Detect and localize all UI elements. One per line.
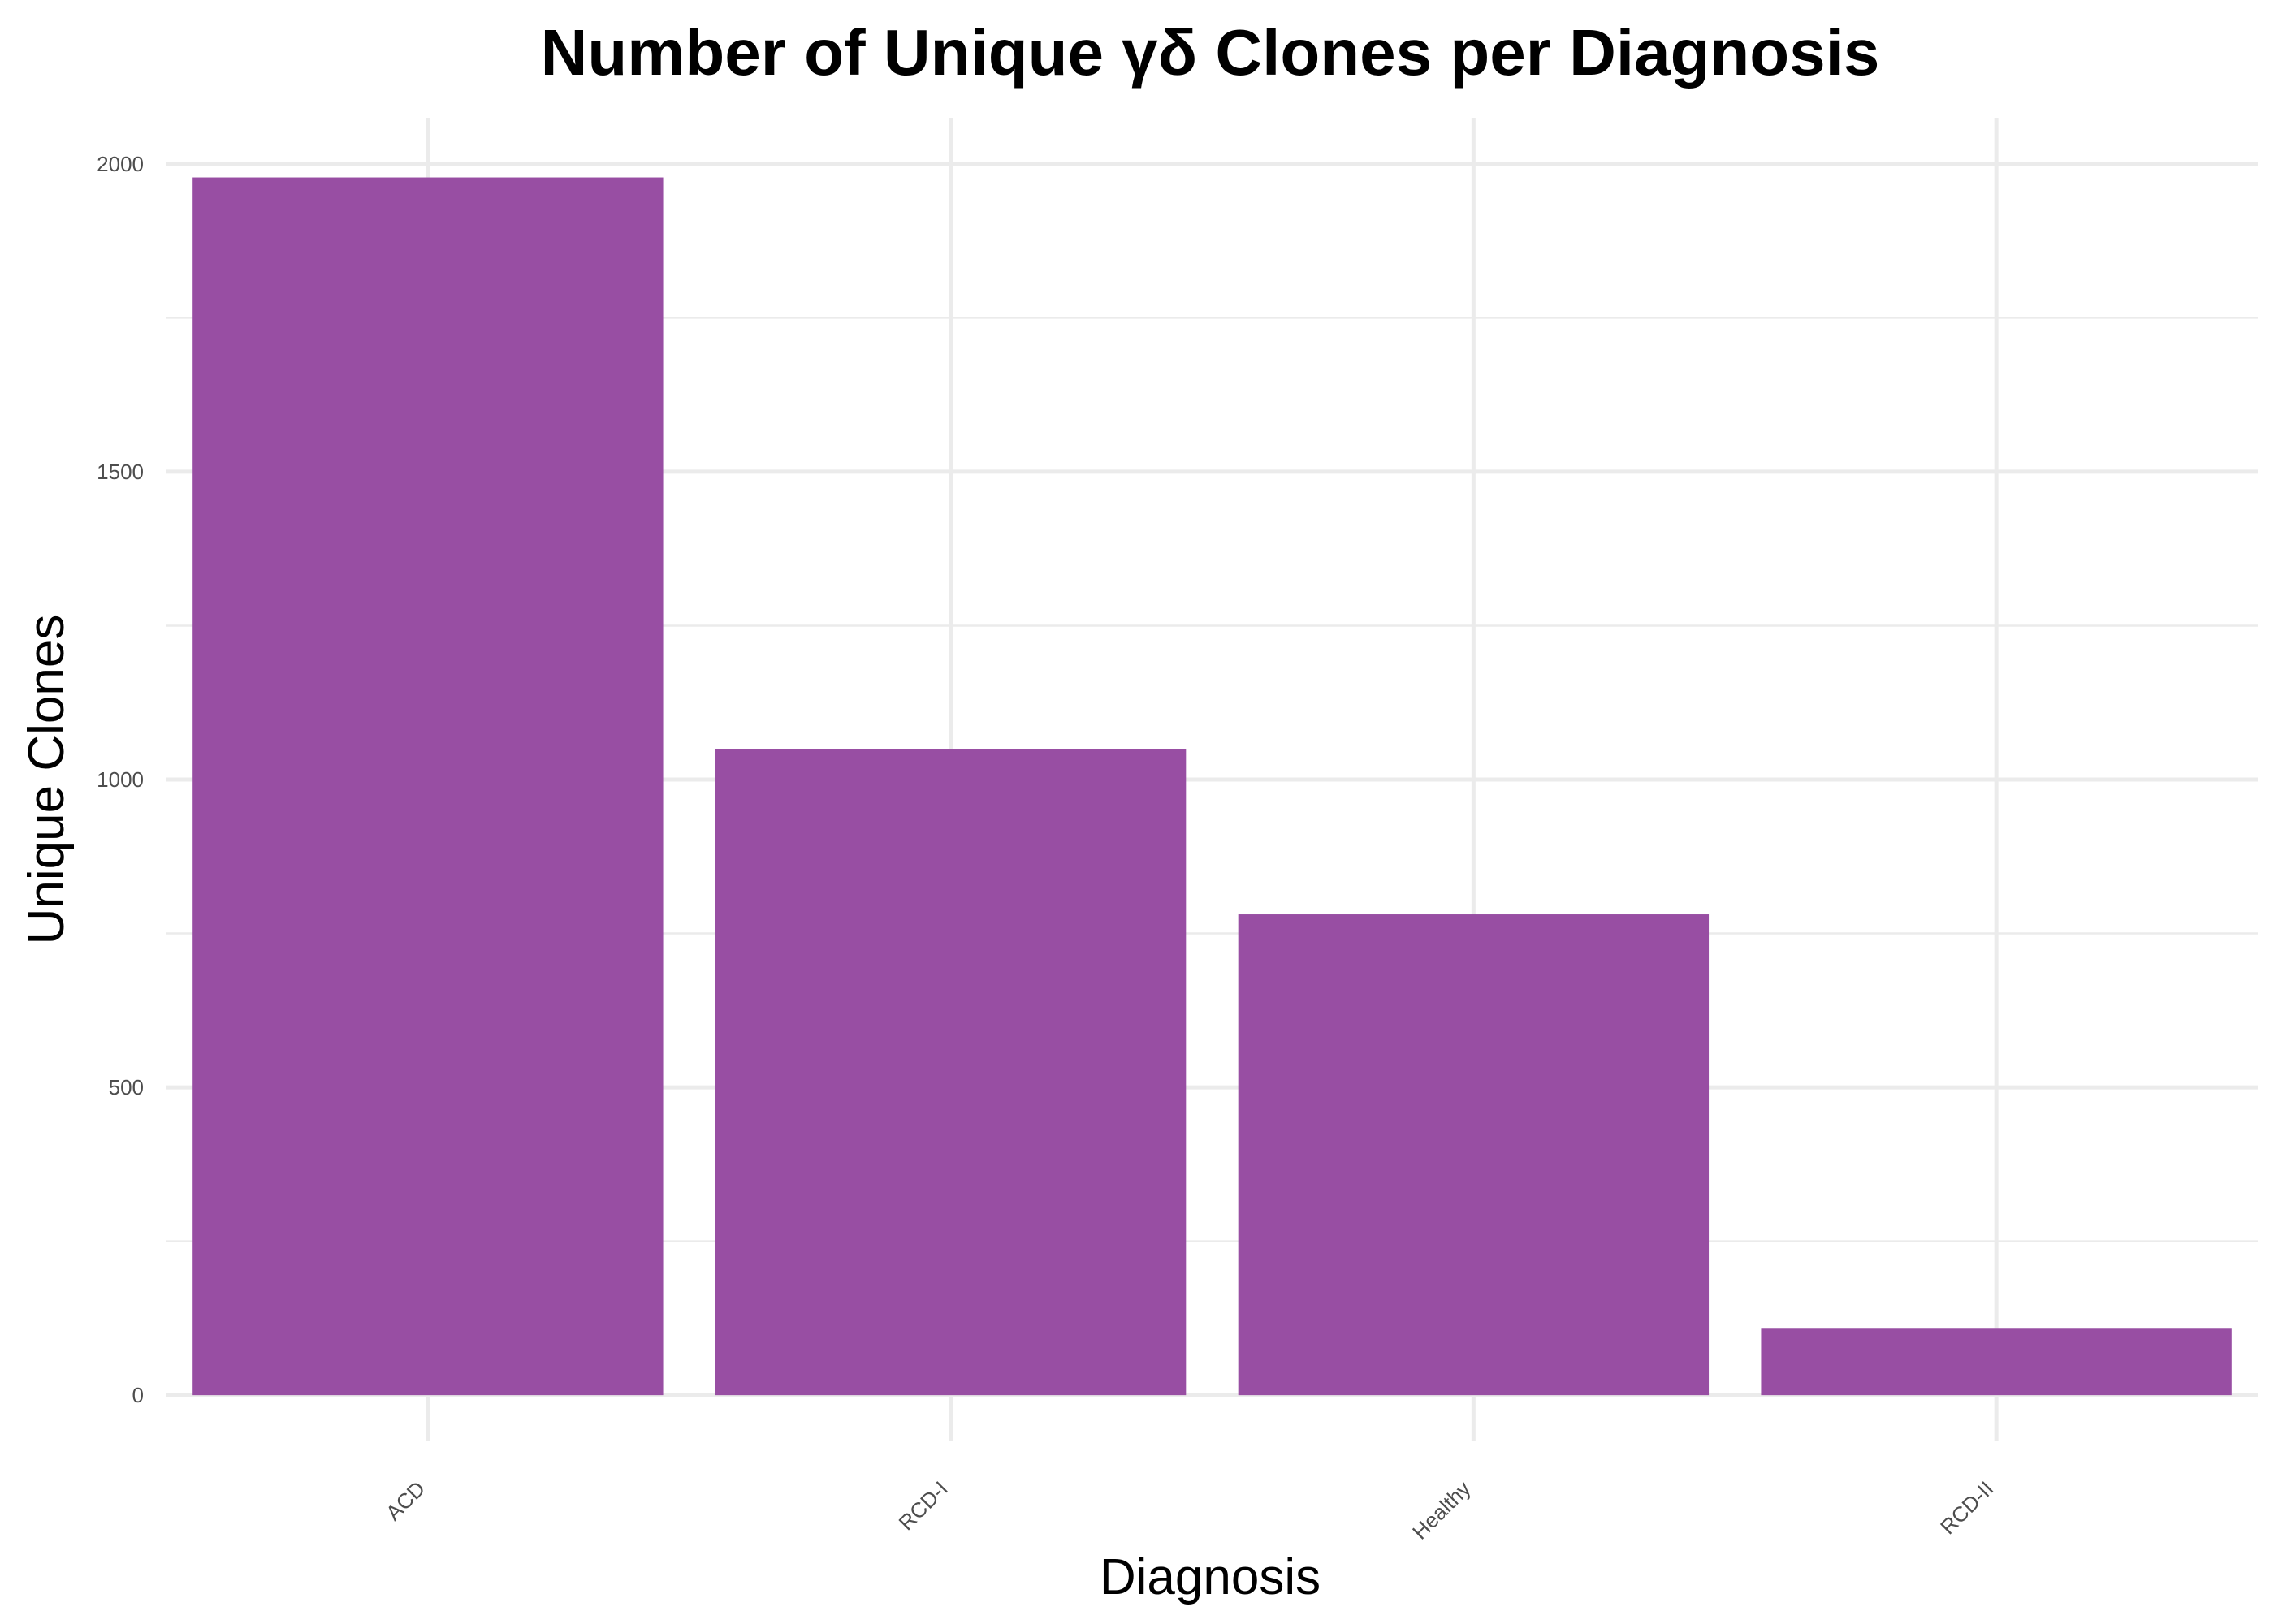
bars xyxy=(192,177,2232,1396)
y-tick-label: 1000 xyxy=(97,767,144,792)
bar-healthy xyxy=(1238,914,1710,1396)
x-tick-label: RCD-II xyxy=(1935,1476,1998,1539)
y-tick-label: 0 xyxy=(132,1383,144,1407)
y-tick-label: 1500 xyxy=(97,460,144,484)
x-tick-label: Healthy xyxy=(1407,1476,1476,1544)
chart-title: Number of Unique γδ Clones per Diagnosis xyxy=(541,16,1880,89)
x-tick-label: RCD-I xyxy=(894,1476,953,1535)
y-tick-label: 500 xyxy=(109,1075,144,1099)
x-tick-label: ACD xyxy=(381,1476,430,1525)
y-axis-title: Unique Clones xyxy=(19,615,75,945)
y-tick-label: 2000 xyxy=(97,152,144,176)
x-axis-title: Diagnosis xyxy=(1100,1549,1321,1605)
bar-acd xyxy=(192,177,664,1396)
bar-rcd-i xyxy=(715,749,1187,1396)
bar-rcd-ii xyxy=(1761,1328,2232,1396)
